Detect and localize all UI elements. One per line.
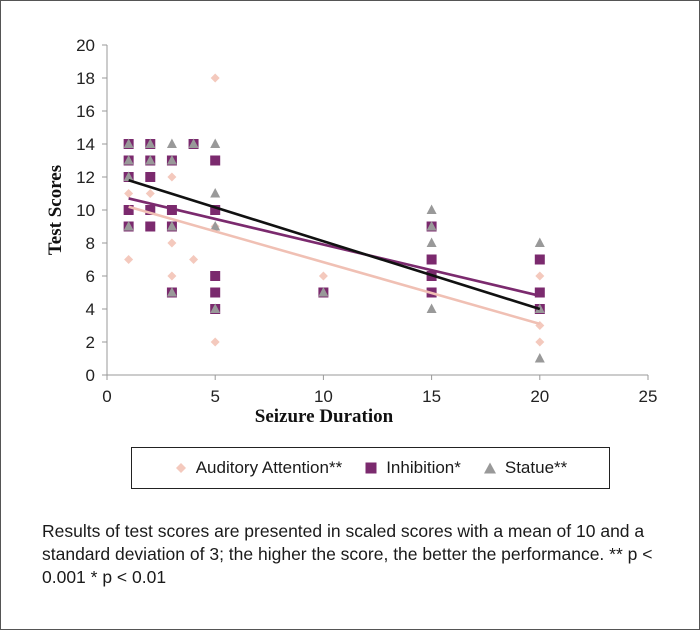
y-tick-label: 16 <box>76 102 95 121</box>
legend-label-inhibition: Inhibition* <box>386 458 461 477</box>
point-inhibition <box>534 254 545 265</box>
square-marker-icon <box>365 462 377 474</box>
point-inhibition <box>210 271 221 281</box>
y-tick-label: 18 <box>76 69 95 88</box>
point-auditory <box>535 271 545 281</box>
point-inhibition <box>145 172 156 182</box>
x-tick-label: 25 <box>639 387 658 406</box>
point-statue <box>166 221 177 231</box>
point-statue <box>123 138 134 148</box>
x-axis-label: Seizure Duration <box>255 406 394 427</box>
point-auditory <box>167 172 177 182</box>
point-statue <box>426 237 437 247</box>
point-inhibition <box>145 205 156 215</box>
point-auditory <box>189 255 199 264</box>
y-tick-label: 10 <box>76 201 95 220</box>
legend-label-statue: Statue** <box>504 458 568 477</box>
point-statue <box>166 155 177 165</box>
point-inhibition <box>210 155 221 166</box>
x-tick-label: 20 <box>530 387 549 406</box>
point-statue <box>210 138 221 148</box>
point-statue <box>123 171 134 181</box>
point-statue <box>210 221 221 231</box>
x-tick-label: 0 <box>102 387 111 406</box>
trendline-statue <box>128 179 541 311</box>
point-statue <box>426 303 437 313</box>
y-tick-label: 12 <box>76 168 95 187</box>
point-auditory <box>210 73 220 83</box>
x-tick-label: 5 <box>210 387 219 406</box>
point-auditory <box>318 271 328 281</box>
x-tick-label: 15 <box>422 387 441 406</box>
point-auditory <box>124 255 134 264</box>
point-statue <box>426 221 437 231</box>
point-statue <box>426 204 437 214</box>
x-axis: 0 5 10 15 20 25 <box>102 374 658 406</box>
y-tick-label: 4 <box>86 300 95 319</box>
point-inhibition <box>210 205 221 215</box>
point-statue <box>123 221 134 231</box>
triangle-marker-icon <box>483 462 496 474</box>
point-statue <box>166 287 177 297</box>
point-inhibition <box>426 254 437 265</box>
figure-caption: Results of test scores are presented in … <box>42 521 653 587</box>
point-statue <box>166 138 177 148</box>
y-tick-label: 14 <box>76 135 95 154</box>
y-axis-label: Test Scores <box>45 165 66 255</box>
point-statue <box>534 353 545 363</box>
point-statue <box>123 155 134 165</box>
trendline-inhibition <box>128 197 541 298</box>
y-axis: 0 2 4 6 8 10 12 14 16 18 20 <box>76 36 108 385</box>
y-tick-label: 0 <box>86 366 95 385</box>
point-inhibition <box>210 287 221 298</box>
point-inhibition <box>145 221 156 232</box>
point-auditory <box>145 189 155 198</box>
point-auditory <box>210 337 220 347</box>
trendlines <box>128 179 541 326</box>
point-auditory <box>167 238 177 248</box>
legend-item-inhibition: Inhibition* <box>364 458 461 478</box>
point-inhibition <box>123 205 134 215</box>
legend-item-auditory: Auditory Attention** <box>174 458 342 478</box>
data-points <box>123 73 545 363</box>
point-statue <box>145 138 156 148</box>
point-inhibition <box>534 287 545 298</box>
point-auditory <box>535 337 545 347</box>
point-auditory <box>167 271 177 281</box>
legend-item-statue: Statue** <box>483 458 567 478</box>
y-tick-label: 8 <box>86 234 95 253</box>
point-statue <box>534 237 545 247</box>
scatter-chart: 0 2 4 6 8 10 12 14 16 18 20 0 5 10 15 20 25 Test Scores… <box>45 36 658 427</box>
point-auditory <box>124 189 134 198</box>
y-tick-label: 6 <box>86 267 95 286</box>
legend: Auditory Attention** Inhibition* Statue*… <box>131 447 610 489</box>
point-statue <box>210 303 221 313</box>
trendline-auditory <box>128 205 541 326</box>
point-statue <box>318 287 329 297</box>
y-tick-label: 2 <box>86 333 95 352</box>
x-tick-label: 10 <box>314 387 333 406</box>
legend-label-auditory: Auditory Attention** <box>195 458 343 477</box>
diamond-marker-icon <box>175 463 186 473</box>
point-statue <box>188 138 199 148</box>
y-tick-label: 20 <box>76 36 95 55</box>
point-statue <box>210 188 221 198</box>
point-statue <box>145 155 156 165</box>
